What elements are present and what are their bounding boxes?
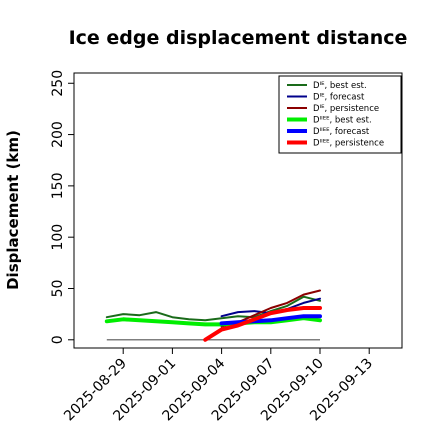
y-tick-label: 150 [50,173,66,200]
series-line-4 [104,316,322,327]
legend-label-4: Dᴵᴵᴱᴱ, best est. [313,116,372,126]
series-layer [104,289,322,342]
legend-label-5: Dᴵᴵᴱᴱ, forecast [313,127,370,137]
legend-label-2: Dᴵᴱ, forecast [313,93,365,103]
legend-box [278,75,402,154]
y-axis-label: Displacement (km) [4,130,22,290]
legend-label-3: Dᴵᴱ, persistence [313,104,379,114]
series-line-6 [203,306,322,342]
y-tick-label: 100 [50,224,66,251]
y-tick-label: 250 [50,70,66,97]
y-tick-label: 200 [50,121,66,148]
y-tick-label: 50 [50,280,66,298]
series-line-1 [105,295,321,322]
plot-area [73,72,403,349]
legend-label-1: Dᴵᴱ, best est. [313,81,367,91]
y-axis: 0 50 100 150 200 250 [50,70,74,344]
y-tick-label: 0 [50,335,66,344]
legend-label-6: Dᴵᴵᴱᴱ, persistence [313,139,384,149]
series-line-5 [219,314,322,326]
x-axis: 2025-08-292025-09-012025-09-042025-09-07… [61,348,376,424]
plot-frame [73,72,403,349]
chart-title: Ice edge displacement distance [69,27,408,49]
